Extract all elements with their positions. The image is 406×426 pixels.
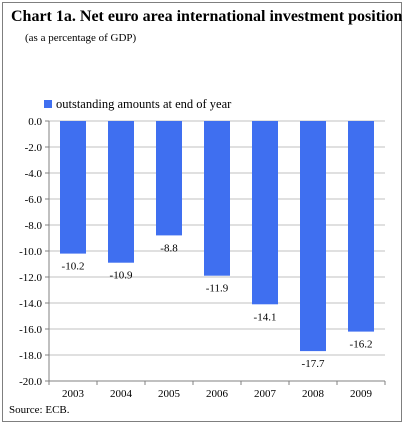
bar	[348, 121, 374, 332]
data-label: -10.9	[110, 270, 133, 282]
data-label: -16.2	[350, 339, 373, 351]
legend-swatch	[44, 100, 52, 108]
bar	[60, 121, 86, 254]
chart-subtitle: (as a percentage of GDP)	[25, 32, 137, 44]
x-tick-label: 2008	[302, 388, 325, 400]
x-tick-label: 2005	[158, 388, 181, 400]
y-tick-label: -8.0	[25, 220, 43, 232]
y-tick-label: -4.0	[25, 168, 43, 180]
bar	[108, 121, 134, 263]
x-tick-label: 2003	[62, 388, 85, 400]
bars	[60, 121, 374, 352]
bar	[300, 121, 326, 352]
axes	[48, 121, 386, 385]
bar	[156, 121, 182, 236]
data-label: -11.9	[206, 283, 229, 295]
y-tick-label: -14.0	[19, 298, 42, 310]
x-tick-label: 2009	[350, 388, 373, 400]
y-tick-label: -6.0	[25, 194, 43, 206]
y-tick-labels: 0.0 -2.0 -4.0 -6.0 -8.0 -10.0 -12.0 -14.0 -16.0 -…	[19, 116, 42, 388]
y-tick-label: 0.0	[28, 116, 42, 128]
data-label: -17.7	[302, 358, 325, 370]
data-label: -14.1	[254, 311, 277, 323]
y-tick-label: -16.0	[19, 324, 42, 336]
y-tick-label: -12.0	[19, 272, 42, 284]
y-tick-label: -2.0	[25, 142, 43, 154]
x-tick-labels: 2003 2004 2005 2006 2007 2008 2009	[62, 388, 373, 400]
bar	[204, 121, 230, 276]
chart-source: Source: ECB.	[9, 404, 70, 416]
y-tick-label: -18.0	[19, 350, 42, 362]
y-tick-label: -20.0	[19, 376, 42, 388]
legend: outstanding amounts at end of year	[44, 97, 232, 111]
bar	[252, 121, 278, 305]
data-labels: -10.2 -10.9 -8.8 -11.9 -14.1 -17.7 -16.2	[62, 242, 373, 370]
x-tick-label: 2007	[254, 388, 277, 400]
data-label: -10.2	[62, 261, 85, 273]
legend-label: outstanding amounts at end of year	[56, 97, 232, 111]
data-label: -8.8	[160, 242, 178, 254]
x-tick-label: 2004	[110, 388, 133, 400]
x-tick-label: 2006	[206, 388, 229, 400]
chart-title: Chart 1a. Net euro area international in…	[11, 8, 403, 25]
y-tick-label: -10.0	[19, 246, 42, 258]
